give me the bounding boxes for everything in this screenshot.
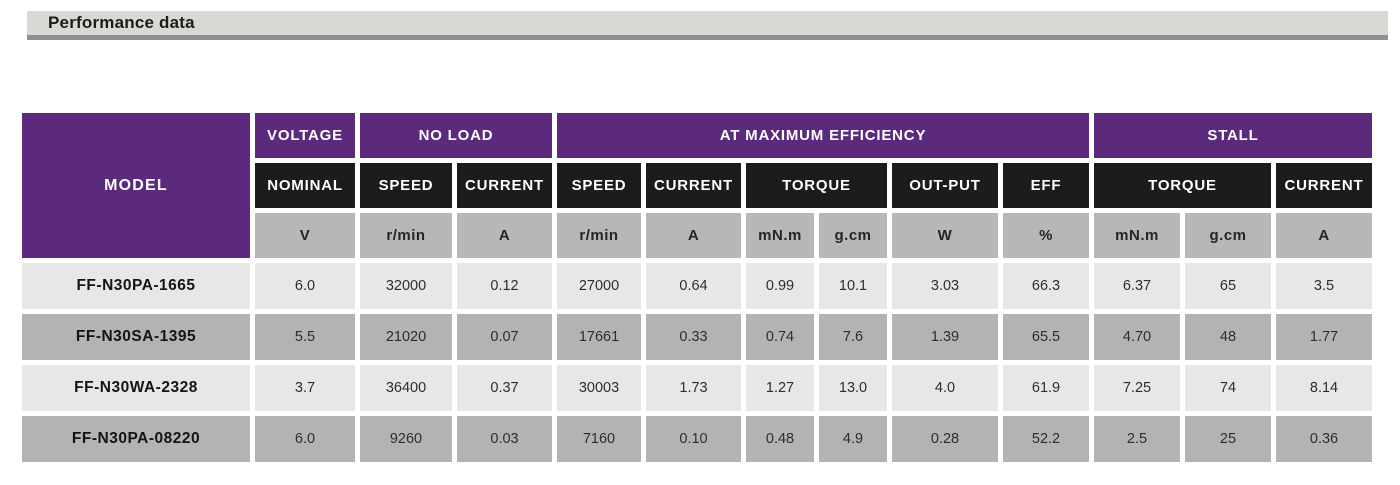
cell-voltage: 6.0 bbox=[255, 263, 355, 309]
cell-maxeff-speed: 30003 bbox=[557, 365, 641, 411]
cell-maxeff-torque-gcm: 13.0 bbox=[819, 365, 887, 411]
unit-voltage-v: V bbox=[255, 213, 355, 258]
cell-noload-current: 0.03 bbox=[457, 416, 552, 462]
cell-maxeff-torque-mnm: 0.74 bbox=[746, 314, 814, 360]
cell-voltage: 5.5 bbox=[255, 314, 355, 360]
cell-output: 3.03 bbox=[892, 263, 998, 309]
unit-stall-torque-mnm: mN.m bbox=[1094, 213, 1180, 258]
cell-noload-speed: 9260 bbox=[360, 416, 452, 462]
cell-stall-current: 0.36 bbox=[1276, 416, 1372, 462]
cell-stall-torque-gcm: 65 bbox=[1185, 263, 1271, 309]
group-no-load: NO LOAD bbox=[360, 113, 552, 158]
subheader-stall-torque: TORQUE bbox=[1094, 163, 1271, 208]
cell-noload-speed: 21020 bbox=[360, 314, 452, 360]
cell-voltage: 6.0 bbox=[255, 416, 355, 462]
cell-maxeff-torque-gcm: 10.1 bbox=[819, 263, 887, 309]
cell-stall-current: 1.77 bbox=[1276, 314, 1372, 360]
cell-stall-torque-gcm: 25 bbox=[1185, 416, 1271, 462]
cell-noload-current: 0.12 bbox=[457, 263, 552, 309]
unit-maxeff-speed-rmin: r/min bbox=[557, 213, 641, 258]
cell-stall-torque-gcm: 48 bbox=[1185, 314, 1271, 360]
cell-voltage: 3.7 bbox=[255, 365, 355, 411]
cell-stall-torque-mnm: 2.5 bbox=[1094, 416, 1180, 462]
group-voltage: VOLTAGE bbox=[255, 113, 355, 158]
subheader-noload-current: CURRENT bbox=[457, 163, 552, 208]
cell-maxeff-torque-mnm: 0.48 bbox=[746, 416, 814, 462]
cell-eff: 65.5 bbox=[1003, 314, 1089, 360]
cell-noload-current: 0.07 bbox=[457, 314, 552, 360]
group-at-maximum-efficiency: AT MAXIMUM EFFICIENCY bbox=[557, 113, 1089, 158]
unit-maxeff-torque-mnm: mN.m bbox=[746, 213, 814, 258]
group-stall: STALL bbox=[1094, 113, 1372, 158]
section-title-bar: Performance data bbox=[27, 11, 1388, 40]
cell-maxeff-current: 0.64 bbox=[646, 263, 741, 309]
performance-table: MODEL VOLTAGE NO LOAD AT MAXIMUM EFFICIE… bbox=[17, 108, 1377, 467]
cell-output: 1.39 bbox=[892, 314, 998, 360]
model-name-cell: FF-N30SA-1395 bbox=[22, 314, 250, 360]
cell-maxeff-current: 0.10 bbox=[646, 416, 741, 462]
cell-maxeff-torque-mnm: 0.99 bbox=[746, 263, 814, 309]
cell-maxeff-speed: 17661 bbox=[557, 314, 641, 360]
cell-noload-speed: 36400 bbox=[360, 365, 452, 411]
table-row: FF-N30WA-2328 3.7 36400 0.37 30003 1.73 … bbox=[22, 365, 1372, 411]
subheader-stall-current: CURRENT bbox=[1276, 163, 1372, 208]
cell-maxeff-torque-gcm: 4.9 bbox=[819, 416, 887, 462]
header-units-row: V r/min A r/min A mN.m g.cm W % mN.m g.c… bbox=[22, 213, 1372, 258]
cell-maxeff-speed: 7160 bbox=[557, 416, 641, 462]
unit-stall-torque-gcm: g.cm bbox=[1185, 213, 1271, 258]
cell-stall-torque-gcm: 74 bbox=[1185, 365, 1271, 411]
cell-output: 4.0 bbox=[892, 365, 998, 411]
cell-stall-torque-mnm: 4.70 bbox=[1094, 314, 1180, 360]
table-row: FF-N30SA-1395 5.5 21020 0.07 17661 0.33 … bbox=[22, 314, 1372, 360]
cell-maxeff-current: 1.73 bbox=[646, 365, 741, 411]
cell-stall-current: 3.5 bbox=[1276, 263, 1372, 309]
model-name-cell: FF-N30PA-1665 bbox=[22, 263, 250, 309]
cell-stall-torque-mnm: 7.25 bbox=[1094, 365, 1180, 411]
subheader-maxeff-current: CURRENT bbox=[646, 163, 741, 208]
header-group-row: MODEL VOLTAGE NO LOAD AT MAXIMUM EFFICIE… bbox=[22, 113, 1372, 258]
subheader-maxeff-torque: TORQUE bbox=[746, 163, 887, 208]
cell-eff: 66.3 bbox=[1003, 263, 1089, 309]
cell-maxeff-speed: 27000 bbox=[557, 263, 641, 309]
model-header: MODEL bbox=[22, 113, 250, 258]
unit-noload-current-a: A bbox=[457, 213, 552, 258]
unit-eff-percent: % bbox=[1003, 213, 1089, 258]
cell-maxeff-current: 0.33 bbox=[646, 314, 741, 360]
subheader-eff: EFF bbox=[1003, 163, 1089, 208]
cell-stall-torque-mnm: 6.37 bbox=[1094, 263, 1180, 309]
unit-maxeff-current-a: A bbox=[646, 213, 741, 258]
subheader-noload-speed: SPEED bbox=[360, 163, 452, 208]
unit-output-w: W bbox=[892, 213, 998, 258]
unit-maxeff-torque-gcm: g.cm bbox=[819, 213, 887, 258]
subheader-maxeff-speed: SPEED bbox=[557, 163, 641, 208]
cell-eff: 61.9 bbox=[1003, 365, 1089, 411]
cell-output: 0.28 bbox=[892, 416, 998, 462]
cell-maxeff-torque-gcm: 7.6 bbox=[819, 314, 887, 360]
table-row: FF-N30PA-08220 6.0 9260 0.03 7160 0.10 0… bbox=[22, 416, 1372, 462]
section-title: Performance data bbox=[48, 13, 195, 32]
unit-noload-speed-rmin: r/min bbox=[360, 213, 452, 258]
cell-noload-current: 0.37 bbox=[457, 365, 552, 411]
model-name-cell: FF-N30PA-08220 bbox=[22, 416, 250, 462]
table-row: FF-N30PA-1665 6.0 32000 0.12 27000 0.64 … bbox=[22, 263, 1372, 309]
subheader-nominal: NOMINAL bbox=[255, 163, 355, 208]
cell-eff: 52.2 bbox=[1003, 416, 1089, 462]
subheader-output: OUT-PUT bbox=[892, 163, 998, 208]
header-sub-row: NOMINAL SPEED CURRENT SPEED CURRENT TORQ… bbox=[22, 163, 1372, 208]
cell-maxeff-torque-mnm: 1.27 bbox=[746, 365, 814, 411]
cell-noload-speed: 32000 bbox=[360, 263, 452, 309]
unit-stall-current-a: A bbox=[1276, 213, 1372, 258]
model-name-cell: FF-N30WA-2328 bbox=[22, 365, 250, 411]
cell-stall-current: 8.14 bbox=[1276, 365, 1372, 411]
